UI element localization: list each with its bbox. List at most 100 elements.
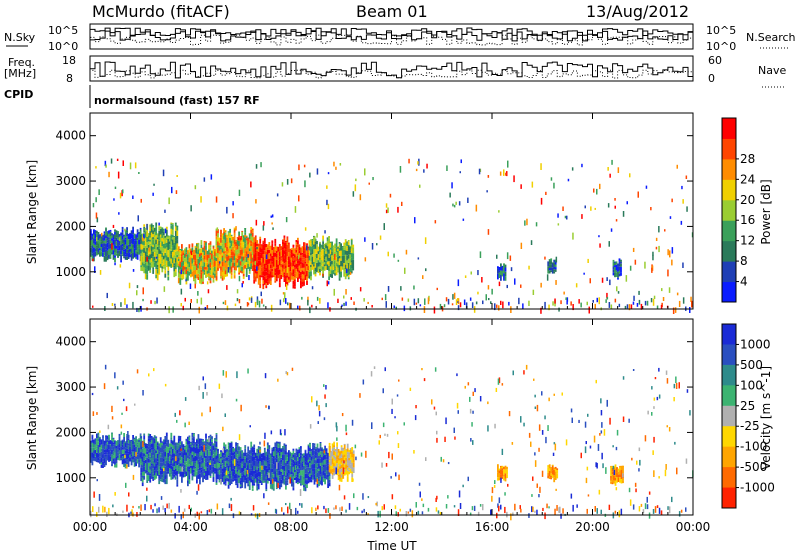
echo-cell	[167, 266, 170, 271]
echo-cell	[501, 465, 504, 469]
echo-cell	[289, 456, 292, 461]
echo-cell	[149, 479, 152, 483]
echo-cell	[135, 256, 137, 259]
colorbar-tick-label: 28	[740, 152, 755, 166]
echo-cell	[202, 273, 204, 279]
near-range-echo	[614, 298, 617, 303]
scatter-echo	[267, 502, 270, 505]
near-range-echo	[168, 306, 170, 314]
echo-cell	[115, 253, 118, 256]
echo-cell	[337, 263, 339, 268]
scatter-echo	[421, 498, 423, 501]
echo-cell	[248, 261, 251, 267]
scatter-echo	[658, 245, 660, 253]
echo-cell	[289, 277, 292, 282]
scatter-echo	[356, 506, 359, 511]
echo-cell	[275, 442, 278, 447]
near-range-echo	[367, 513, 369, 516]
echo-cell	[185, 277, 188, 281]
echo-cell	[138, 442, 140, 448]
scatter-echo	[263, 440, 266, 447]
echo-cell	[271, 474, 274, 479]
echo-cell	[215, 473, 218, 479]
echo-cell	[298, 464, 301, 469]
echo-cell	[215, 270, 218, 274]
echo-cell	[99, 250, 101, 253]
echo-cell	[223, 259, 225, 262]
echo-cell	[224, 230, 227, 231]
echo-cell	[328, 263, 330, 266]
echo-cell	[156, 465, 159, 471]
echo-cell	[147, 255, 150, 260]
echo-cell	[185, 254, 188, 257]
echo-cell	[294, 260, 296, 263]
echo-cell	[236, 469, 239, 472]
echo-cell	[190, 262, 192, 267]
echo-cell	[133, 455, 136, 458]
colorbar-swatch	[722, 385, 736, 407]
echo-cell	[325, 251, 327, 254]
echo-cell	[205, 433, 207, 439]
echo-cell	[338, 278, 341, 281]
echo-cell	[230, 240, 233, 247]
echo-cell	[251, 465, 254, 471]
scatter-echo	[462, 218, 465, 221]
echo-cell	[102, 458, 104, 462]
echo-cell	[162, 266, 165, 269]
scatter-echo	[635, 488, 637, 493]
scatter-echo	[434, 220, 437, 224]
echo-cell	[229, 478, 231, 484]
echo-cell	[144, 241, 147, 246]
echo-cell	[272, 477, 275, 482]
echo-cell	[294, 454, 296, 461]
scatter-echo	[532, 476, 534, 481]
scatter-echo	[255, 199, 257, 204]
echo-cell	[182, 471, 185, 478]
echo-cell	[278, 274, 281, 279]
echo-cell	[217, 462, 219, 469]
scatter-echo	[452, 203, 454, 207]
echo-cell	[298, 453, 301, 457]
echo-cell	[307, 480, 310, 484]
echo-cell	[112, 234, 115, 238]
echo-cell	[193, 457, 195, 462]
echo-cell	[343, 247, 346, 250]
echo-cell	[96, 446, 98, 449]
echo-cell	[250, 243, 253, 247]
echo-cell	[349, 468, 352, 474]
echo-cell	[615, 261, 618, 265]
echo-cell	[208, 451, 210, 456]
echo-cell	[153, 438, 156, 444]
echo-cell	[277, 475, 280, 481]
echo-cell	[241, 482, 244, 488]
echo-cell	[242, 477, 245, 483]
echo-cell	[205, 471, 207, 477]
echo-cell	[188, 456, 191, 460]
echo-cell	[295, 465, 298, 469]
echo-cell	[251, 241, 254, 247]
scatter-echo	[589, 278, 591, 284]
scatter-echo	[540, 163, 542, 170]
scatter-echo	[665, 370, 668, 375]
echo-cell	[253, 483, 256, 486]
echo-cell	[206, 476, 209, 480]
near-range-echo	[345, 301, 347, 306]
echo-cell	[345, 457, 348, 462]
echo-cell	[156, 239, 159, 242]
echo-cell	[188, 271, 191, 276]
scatter-echo	[400, 286, 402, 291]
echo-cell	[112, 442, 115, 445]
echo-cell	[350, 244, 353, 249]
scatter-echo	[398, 474, 400, 481]
echo-cell	[295, 242, 298, 245]
scatter-echo	[260, 291, 262, 297]
echo-cell	[550, 475, 553, 478]
scatter-echo	[116, 158, 119, 161]
echo-cell	[257, 468, 260, 472]
scatter-echo	[602, 463, 604, 469]
echo-cell	[263, 465, 266, 471]
echo-cell	[126, 241, 128, 246]
echo-cell	[297, 457, 299, 461]
echo-cell	[211, 270, 213, 276]
echo-cell	[310, 276, 312, 281]
